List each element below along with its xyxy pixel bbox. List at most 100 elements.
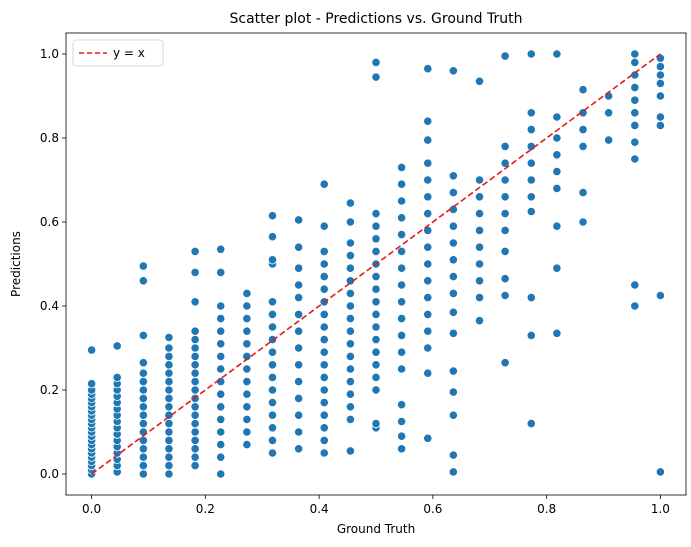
scatter-point: [345, 364, 355, 374]
scatter-point: [552, 150, 562, 160]
scatter-point: [526, 125, 536, 135]
scatter-point: [319, 435, 329, 445]
scatter-point: [112, 341, 122, 351]
scatter-point: [138, 402, 148, 412]
scatter-point: [138, 261, 148, 271]
chart-title: Scatter plot - Predictions vs. Ground Tr…: [230, 11, 523, 27]
scatter-point: [216, 313, 226, 324]
plot-area-frame: [65, 32, 687, 496]
scatter-point: [242, 376, 252, 387]
scatter-point: [474, 209, 485, 219]
scatter-point: [526, 158, 536, 168]
scatter-point: [423, 135, 433, 145]
scatter-point: [474, 276, 485, 286]
scatter-point: [552, 112, 562, 122]
scatter-point: [552, 49, 562, 59]
scatter-point: [371, 372, 381, 382]
scatter-point: [190, 444, 200, 454]
y-tick-label: 0.8: [40, 131, 59, 145]
scatter-point: [500, 141, 510, 151]
scatter-point: [396, 400, 407, 410]
scatter-point: [164, 460, 174, 471]
scatter-point: [242, 427, 252, 437]
scatter-point: [371, 246, 381, 256]
scatter-point: [112, 372, 122, 382]
scatter-point: [552, 221, 562, 231]
scatter-point: [294, 215, 304, 225]
scatter-point: [423, 326, 433, 336]
scatter-point: [190, 435, 200, 445]
scatter-point: [319, 284, 329, 294]
scatter-point: [448, 188, 458, 198]
scatter-point: [164, 376, 174, 387]
scatter-point: [345, 288, 355, 298]
scatter-point: [319, 221, 329, 231]
scatter-point: [448, 255, 458, 265]
scatter-point: [396, 162, 407, 172]
scatter-point: [267, 297, 278, 307]
x-tick-label: 0.4: [310, 502, 329, 516]
scatter-point: [474, 192, 485, 202]
scatter-point: [190, 427, 200, 437]
scatter-point: [423, 368, 433, 378]
scatter-point: [190, 385, 200, 395]
scatter-point: [138, 469, 148, 479]
scatter-point: [345, 414, 355, 424]
scatter-point: [345, 198, 355, 208]
scatter-point: [164, 418, 174, 429]
scatter-point: [294, 263, 304, 273]
scatter-point: [448, 171, 458, 181]
scatter-point: [267, 385, 278, 395]
scatter-point: [474, 316, 485, 326]
scatter-point: [396, 444, 407, 454]
scatter-point: [552, 167, 562, 177]
scatter-point: [630, 95, 640, 105]
scatter-point: [87, 379, 97, 389]
scatter-point: [371, 72, 381, 82]
scatter-point: [267, 397, 278, 408]
scatter-point: [396, 416, 407, 427]
scatter-point: [294, 360, 304, 370]
scatter-point: [294, 393, 304, 403]
scatter-point: [345, 446, 355, 456]
legend-label: y = x: [113, 46, 145, 60]
scatter-point: [345, 251, 355, 261]
scatter-point: [552, 263, 562, 273]
scatter-point: [138, 452, 148, 462]
scatter-point: [294, 326, 304, 336]
scatter-point: [294, 292, 304, 303]
scatter-point: [630, 280, 640, 290]
scatter-point: [552, 328, 562, 338]
scatter-point: [267, 232, 278, 242]
scatter-point: [578, 141, 588, 151]
x-axis-label: Ground Truth: [337, 522, 415, 536]
scatter-point: [242, 389, 252, 399]
scatter-point: [319, 322, 329, 332]
scatter-point: [319, 385, 329, 395]
scatter-point: [267, 372, 278, 382]
scatter-point: [396, 330, 407, 340]
scatter-point: [655, 112, 666, 122]
scatter-point: [526, 49, 536, 59]
scatter-point: [216, 469, 226, 479]
scatter-point: [630, 83, 640, 93]
scatter-point: [319, 410, 329, 420]
scatter-point: [138, 385, 148, 395]
scatter-point: [216, 351, 226, 361]
scatter-point: [655, 467, 666, 477]
scatter-point: [267, 423, 278, 433]
scatter-point: [345, 217, 355, 227]
scatter-point: [371, 221, 381, 231]
scatter-point: [190, 267, 200, 277]
scatter-point: [474, 242, 485, 252]
scatter-point: [371, 334, 381, 345]
scatter-point: [267, 410, 278, 420]
scatter-point: [396, 246, 407, 256]
scatter-point: [242, 439, 252, 450]
scatter-point: [267, 360, 278, 370]
scatter-point: [267, 309, 278, 319]
scatter-point: [448, 271, 458, 282]
scatter-point: [423, 433, 433, 443]
scatter-point: [423, 175, 433, 185]
